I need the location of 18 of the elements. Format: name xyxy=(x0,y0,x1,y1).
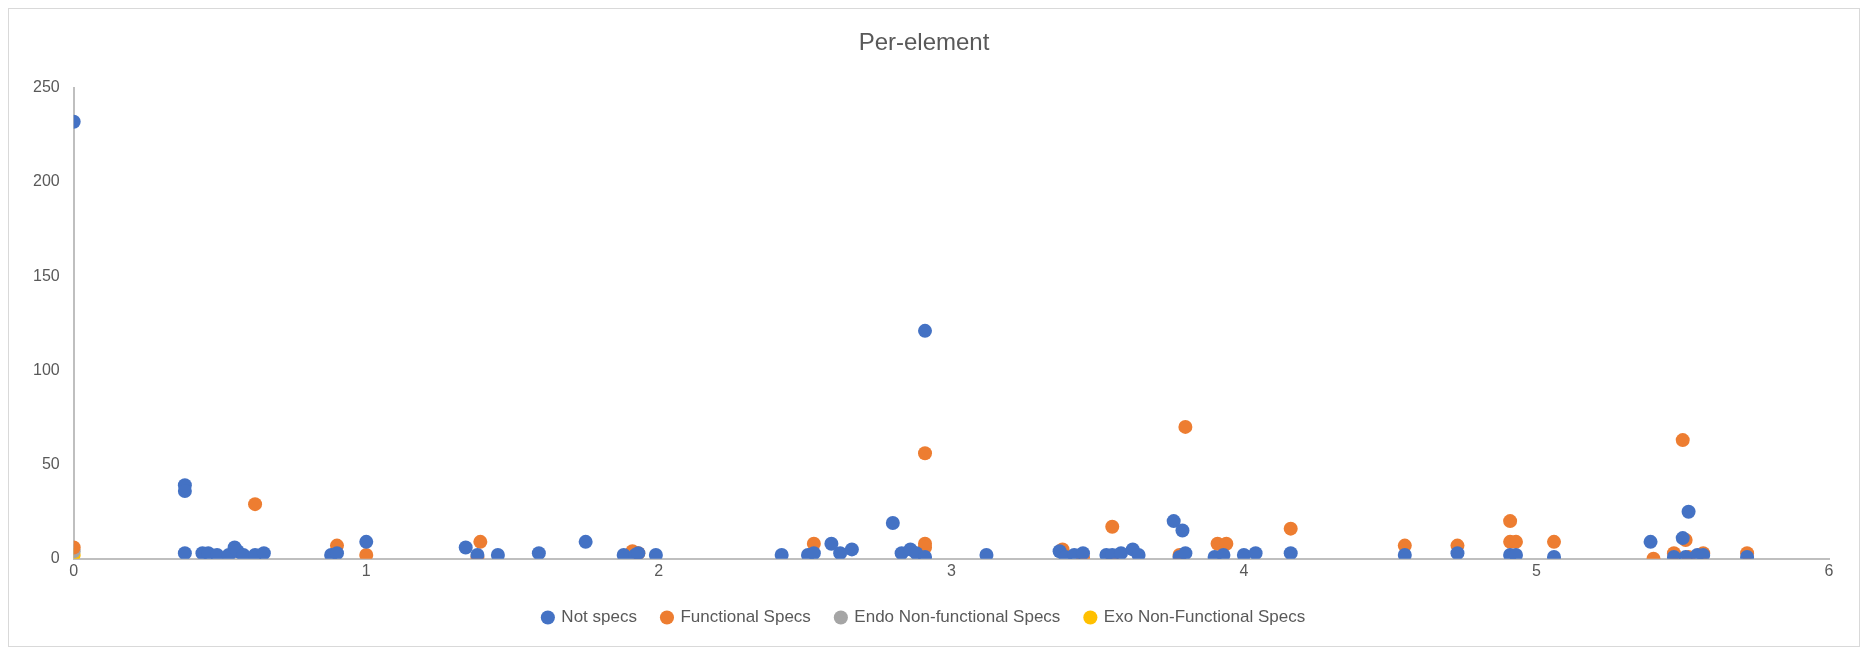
y-tick-label: 150 xyxy=(32,266,60,284)
legend-label: Endo Non-functional Specs xyxy=(854,607,1061,627)
y-tick-label: 200 xyxy=(32,172,60,190)
legend-label: Exo Non-Functional Specs xyxy=(1103,607,1306,627)
y-tick-label: 0 xyxy=(50,549,60,567)
y-tick-label: 100 xyxy=(32,360,60,378)
legend-label: Not specs xyxy=(561,607,637,627)
y-tick-label: 50 xyxy=(41,455,60,473)
y-tick-label: 250 xyxy=(32,78,60,96)
x-tick-label: 0 xyxy=(69,561,79,579)
x-tick-label: 3 xyxy=(946,561,956,579)
x-tick-label: 4 xyxy=(1239,561,1249,579)
legend-label: Functional Specs xyxy=(680,607,811,627)
x-tick-label: 2 xyxy=(654,561,664,579)
chart-title: Per-element xyxy=(858,28,990,56)
x-tick-label: 1 xyxy=(361,561,371,579)
x-tick-label: 5 xyxy=(1532,561,1541,579)
x-tick-label: 6 xyxy=(1824,561,1834,579)
